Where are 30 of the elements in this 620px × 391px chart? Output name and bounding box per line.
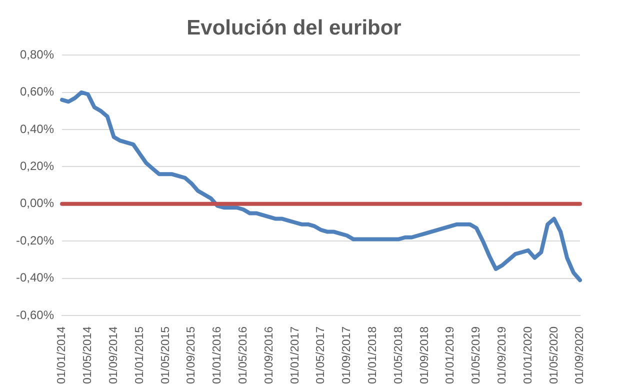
x-tick-label: 01/05/2020: [548, 326, 560, 384]
y-tick-label: 0,20%: [20, 159, 54, 174]
y-tick-label: 0,80%: [20, 48, 54, 62]
x-tick-label: 01/05/2015: [160, 326, 172, 384]
x-tick-label: 01/01/2017: [289, 326, 302, 384]
x-tick-label: 01/01/2019: [444, 326, 457, 384]
x-tick-label: 01/01/2016: [212, 326, 224, 384]
x-tick-label: 01/09/2020: [574, 326, 586, 384]
x-tick-label: 01/05/2017: [315, 326, 328, 384]
x-tick-label: 01/05/2019: [470, 326, 483, 384]
x-tick-label: 01/01/2015: [134, 326, 146, 384]
x-tick-label: 01/01/2020: [522, 326, 534, 384]
y-tick-label: -0,60%: [16, 308, 54, 322]
x-tick-label: 01/09/2016: [263, 326, 276, 384]
y-tick-label: -0,40%: [16, 270, 54, 285]
x-tick-label: 01/05/2014: [82, 326, 94, 384]
x-tick-label: 01/01/2014: [56, 326, 68, 384]
x-tick-label: 01/09/2019: [496, 326, 508, 384]
x-tick-label: 01/09/2015: [186, 326, 198, 384]
x-tick-label: 01/01/2018: [366, 326, 379, 384]
y-tick-label: -0,20%: [16, 233, 54, 248]
y-tick-label: 0,60%: [20, 84, 54, 99]
x-tick-label: 01/05/2018: [392, 326, 405, 384]
x-tick-label: 01/09/2014: [108, 326, 120, 384]
y-tick-label: 0,40%: [20, 122, 54, 136]
x-tick-label: 01/09/2017: [341, 326, 354, 384]
x-tick-label: 01/05/2016: [237, 326, 250, 384]
x-tick-label: 01/09/2018: [418, 326, 431, 384]
y-tick-label: 0,00%: [20, 196, 54, 210]
chart-title: Evolución del euribor: [186, 16, 402, 40]
